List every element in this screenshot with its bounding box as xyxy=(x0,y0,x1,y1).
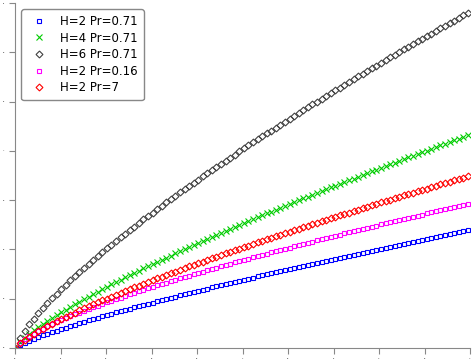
H=6 Pr=0.71 xyxy=(40,306,46,310)
H=2 Pr=0.71 xyxy=(134,305,139,309)
H=6 Pr=0.71 xyxy=(134,223,139,227)
Legend: H=2 Pr=0.71, H=4 Pr=0.71, H=6 Pr=0.71, H=2 Pr=0.16, H=2 Pr=7: H=2 Pr=0.71, H=4 Pr=0.71, H=6 Pr=0.71, H… xyxy=(21,9,144,100)
H=2 Pr=0.16 xyxy=(134,290,139,294)
H=4 Pr=0.71 xyxy=(13,346,18,350)
H=2 Pr=7 xyxy=(13,346,18,350)
H=4 Pr=0.71 xyxy=(31,328,36,333)
H=2 Pr=0.71 xyxy=(31,337,36,341)
Line: H=2 Pr=7: H=2 Pr=7 xyxy=(13,173,473,350)
H=4 Pr=0.71 xyxy=(445,141,450,145)
H=2 Pr=0.71 xyxy=(467,227,473,232)
H=6 Pr=0.71 xyxy=(467,9,473,14)
H=2 Pr=0.16 xyxy=(31,331,36,336)
H=4 Pr=0.71 xyxy=(97,288,103,292)
H=4 Pr=0.71 xyxy=(134,270,139,274)
H=2 Pr=0.16 xyxy=(40,327,46,331)
Line: H=6 Pr=0.71: H=6 Pr=0.71 xyxy=(13,9,473,350)
H=2 Pr=7 xyxy=(445,180,450,185)
H=6 Pr=0.71 xyxy=(13,346,18,350)
H=6 Pr=0.71 xyxy=(445,22,450,26)
H=4 Pr=0.71 xyxy=(40,322,46,326)
H=2 Pr=0.16 xyxy=(13,346,18,350)
H=2 Pr=0.16 xyxy=(97,303,103,307)
H=2 Pr=0.71 xyxy=(428,236,434,240)
H=4 Pr=0.71 xyxy=(428,147,434,151)
H=2 Pr=0.16 xyxy=(467,201,473,206)
H=2 Pr=7 xyxy=(467,173,473,178)
H=2 Pr=7 xyxy=(31,332,36,336)
H=2 Pr=0.16 xyxy=(428,210,434,215)
H=2 Pr=0.71 xyxy=(13,346,18,350)
Line: H=2 Pr=0.71: H=2 Pr=0.71 xyxy=(13,227,473,350)
H=2 Pr=7 xyxy=(428,185,434,189)
H=6 Pr=0.71 xyxy=(428,31,434,36)
H=2 Pr=0.71 xyxy=(97,315,103,319)
H=6 Pr=0.71 xyxy=(31,316,36,321)
H=2 Pr=0.16 xyxy=(445,207,450,211)
Line: H=4 Pr=0.71: H=4 Pr=0.71 xyxy=(12,131,473,351)
H=4 Pr=0.71 xyxy=(467,132,473,137)
H=6 Pr=0.71 xyxy=(97,252,103,256)
H=2 Pr=0.71 xyxy=(445,232,450,237)
Line: H=2 Pr=0.16: H=2 Pr=0.16 xyxy=(13,201,473,350)
H=2 Pr=7 xyxy=(40,327,46,331)
H=2 Pr=0.71 xyxy=(40,333,46,337)
H=2 Pr=7 xyxy=(97,299,103,304)
H=2 Pr=7 xyxy=(134,284,139,289)
